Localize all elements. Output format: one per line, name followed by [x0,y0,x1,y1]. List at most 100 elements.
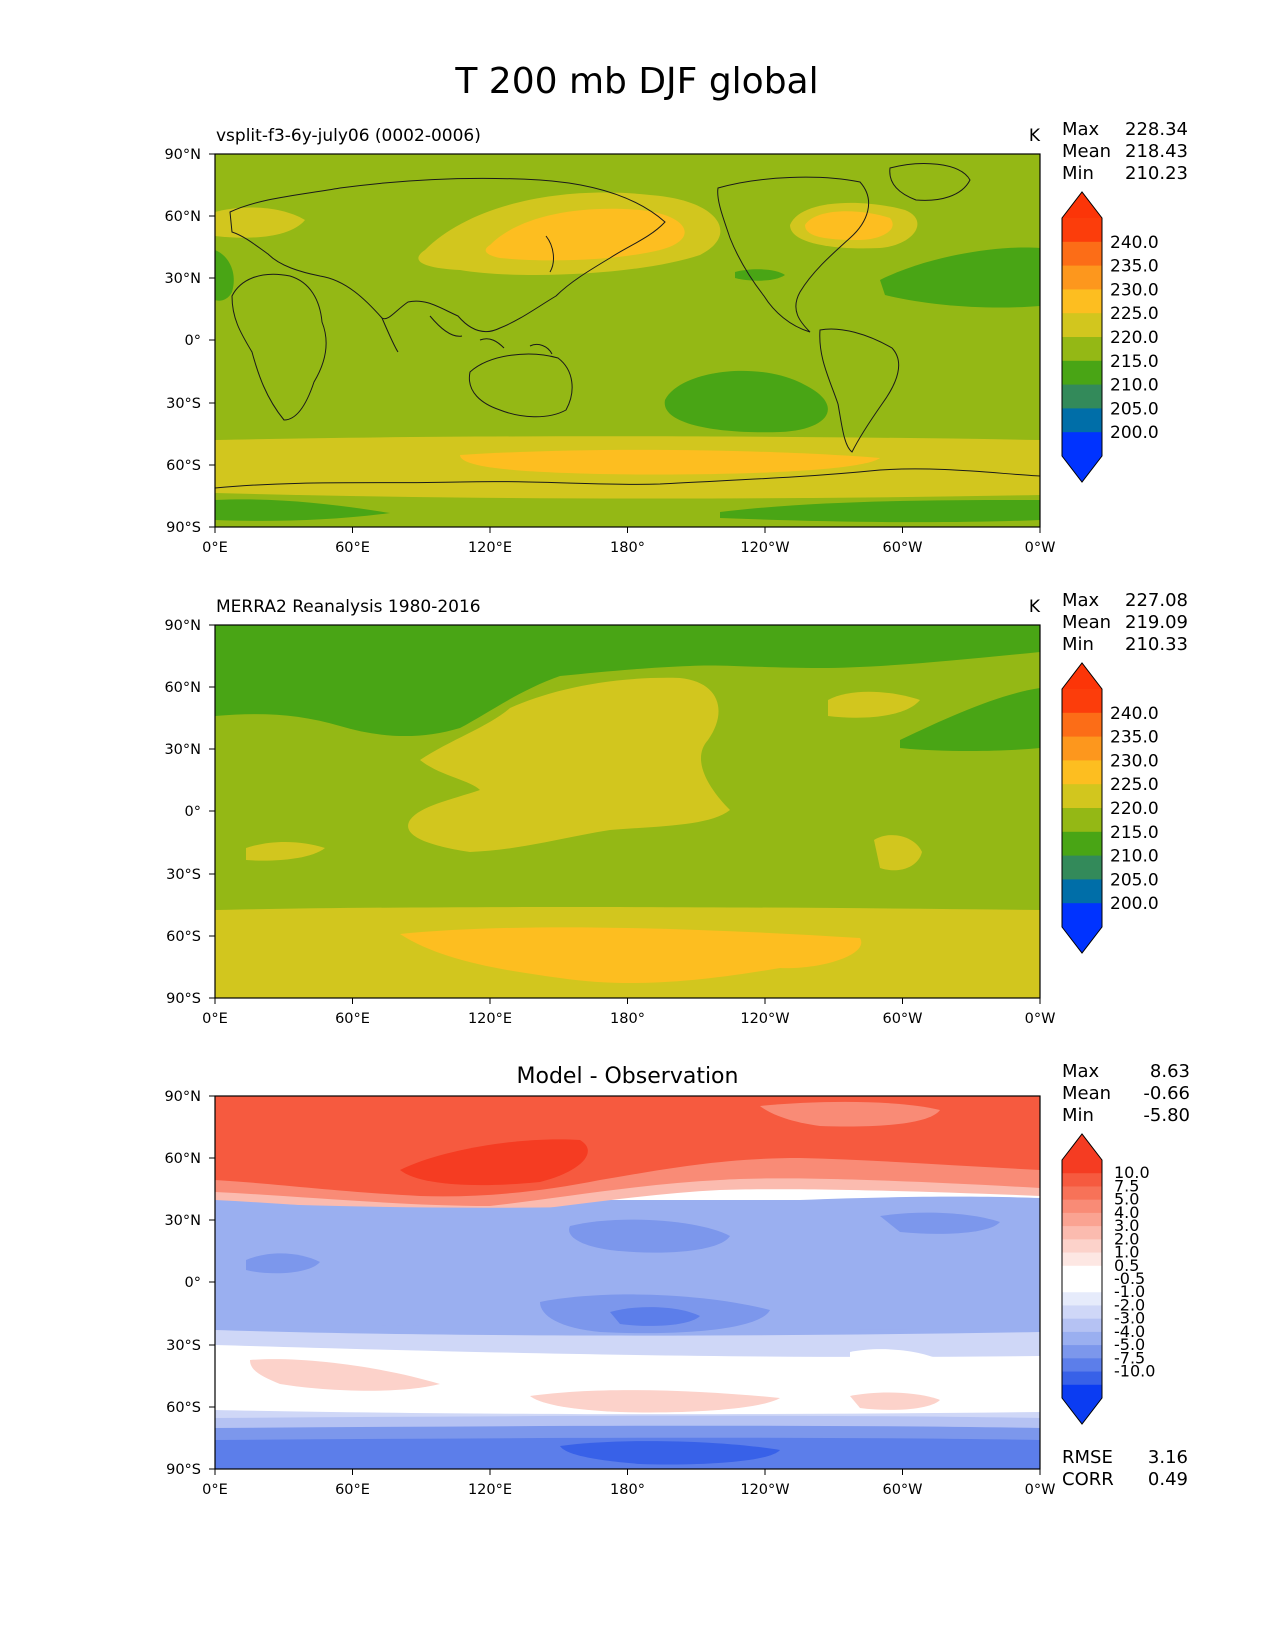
colorbar-tick-label: 200.0 [1110,423,1159,443]
lat-tick-label: 90°S [166,991,201,1007]
field-contour [880,247,1040,308]
colorbar: 10.07.55.04.03.02.01.00.5-0.5-1.0-2.0-3.… [1061,1133,1155,1425]
colorbar-cell [1062,831,1102,857]
panel-center-title: Model - Observation [517,1064,739,1089]
colorbar-tick-label: -5.0 [1114,1335,1145,1354]
lat-tick-label: 30°S [166,1338,201,1354]
lon-tick-label: 180° [610,1011,645,1027]
field-contour [485,208,685,261]
colorbar-cell [1062,903,1102,928]
rmse-label: RMSE [1062,1447,1113,1468]
lat-tick-label: 90°N [164,618,201,634]
lat-tick-label: 30°N [164,1213,201,1229]
lat-tick-label: 60°N [164,209,201,225]
colorbar-cell [1062,1265,1102,1280]
colorbar-cell [1062,1239,1102,1254]
colorbar-cell [1062,1173,1102,1187]
lon-tick-label: 0°W [1025,1482,1056,1498]
lon-tick-label: 0°W [1025,1011,1056,1027]
stat-label: Min [1062,163,1094,184]
stat-label: Max [1062,1061,1100,1082]
lon-tick-label: 120°W [740,1482,789,1498]
lon-tick-label: 60°E [335,1011,370,1027]
colorbar-cell [1062,1292,1102,1306]
colorbar-cell [1062,784,1102,809]
map-field [215,625,1040,998]
colorbar-tick-label: -0.5 [1114,1269,1145,1288]
panel-left-title: vsplit-f3-6y-july06 (0002-0006) [216,126,481,146]
error-stats-block: RMSE 3.16 CORR 0.49 [1062,1447,1188,1490]
lat-tick-label: 0° [185,1275,201,1291]
colorbar-outline [1061,662,1103,954]
field-contour [460,449,880,475]
panel-observation: MERRA2 Reanalysis 1980-2016 K [164,590,1188,1027]
colorbar-tick-label: 215.0 [1110,823,1159,843]
colorbar-cell [1062,1358,1102,1373]
lon-tick-label: 60°W [882,1482,922,1498]
colorbar-cell [1062,1305,1102,1320]
lat-tick-label: 60°N [164,680,201,696]
colorbar-cell [1062,265,1102,290]
field-contour [760,1101,940,1127]
map-field [215,1096,1040,1469]
lat-tick-label: 60°N [164,1151,201,1167]
field-contour [246,1253,320,1274]
stat-value: 8.63 [1150,1061,1190,1082]
lat-tick-label: 90°N [164,1089,201,1105]
colorbar-cell [1062,1212,1102,1227]
figure-title: T 200 mb DJF global [454,61,818,102]
colorbar-tick-label: 235.0 [1110,728,1159,748]
colorbar-tick-label: 7.5 [1114,1176,1139,1195]
field-contour [400,1139,588,1186]
lon-tick-label: 60°W [882,1011,922,1027]
colorbar-tick-label: 235.0 [1110,257,1159,277]
colorbar-cell [1062,879,1102,904]
panel-difference: Model - Observation [164,1061,1190,1498]
colorbar-cell [1062,289,1102,314]
lat-tick-label: 30°S [166,867,201,883]
lat-tick-label: 0° [185,333,201,349]
colorbar-tick-label: -10.0 [1114,1362,1155,1381]
stat-value: 210.33 [1125,634,1188,655]
lat-tick-label: 90°N [164,147,201,163]
field-contour [400,927,862,984]
colorbar-cell [1062,712,1102,738]
colorbar-tick-label: 240.0 [1110,233,1159,253]
colorbar-cell [1062,1318,1102,1333]
colorbar-tick-label: 225.0 [1110,775,1159,795]
colorbar-tick-label: 225.0 [1110,304,1159,324]
colorbar-tick-label: -7.5 [1114,1348,1145,1367]
field-contour [215,1345,1040,1415]
stat-label: Max [1062,590,1100,611]
colorbar-cell [1062,241,1102,267]
lat-tick-label: 60°S [166,1400,201,1416]
colorbar-tick-label: 200.0 [1110,894,1159,914]
stat-value: 218.43 [1125,141,1188,162]
panel-units: K [1029,597,1041,617]
colorbar-tip-low [1062,927,1102,953]
field-contour [215,1196,1040,1330]
colorbar-tip-low [1062,456,1102,482]
panel-model: vsplit-f3-6y-july06 (0002-0006) K [164,119,1188,556]
colorbar-cell [1062,1160,1102,1174]
lon-ticks: 0°E 60°E 120°E 180° 120°W 60°W 0°W [202,1469,1055,1498]
colorbar-tick-label: -3.0 [1114,1309,1145,1328]
lon-tick-label: 60°E [335,1482,370,1498]
lat-tick-label: 90°S [166,520,201,536]
colorbar-cell [1062,1199,1102,1214]
colorbar-cell [1062,689,1102,714]
colorbar-tick-label: 205.0 [1110,870,1159,890]
lat-tick-label: 30°N [164,742,201,758]
lon-tick-label: 120°E [468,540,512,556]
lon-ticks: 0°E 60°E 120°E 180° 120°W 60°W 0°W [202,998,1055,1027]
stats-block: Max 228.34 Mean 218.43 Min 210.23 [1062,119,1188,184]
corr-value: 0.49 [1148,1469,1188,1490]
stat-value: 227.08 [1125,590,1188,611]
lat-ticks: 90°N 60°N 30°N 0° 30°S 60°S 90°S [164,147,215,536]
colorbar-cell [1062,432,1102,457]
colorbar-tip-high [1062,663,1102,689]
lon-tick-label: 180° [610,540,645,556]
colorbar-tip-high [1062,192,1102,218]
colorbar-cell [1062,1384,1102,1399]
